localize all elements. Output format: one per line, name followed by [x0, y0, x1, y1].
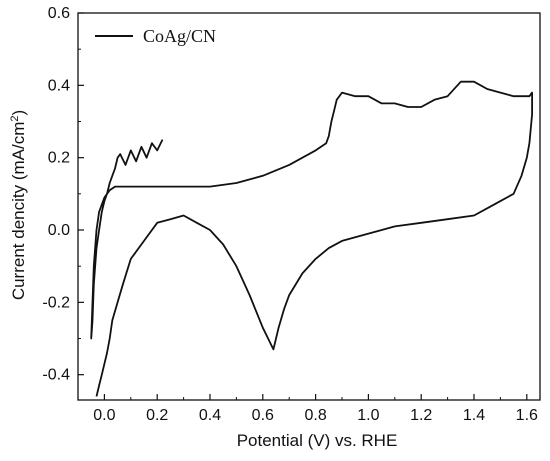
legend: CoAg/CN	[95, 26, 216, 46]
x-tick-label: 0.0	[93, 407, 115, 424]
axes: 0.0 0.2 0.4 0.6 0.8 1.0 1.2 1.4 1.6 -0.4 -0.2 0.0 0.…	[42, 5, 541, 424]
y-tick-label: 0.2	[48, 150, 70, 167]
x-tick-label: 0.6	[252, 407, 274, 424]
series-line-0	[90, 80, 533, 397]
legend-label-coag-cn: CoAg/CN	[143, 26, 216, 46]
y-axis-label-sup: 2	[9, 116, 21, 122]
y-tick-label: -0.2	[42, 294, 70, 311]
plot-frame	[77, 12, 541, 401]
x-tick-label: 1.6	[516, 407, 538, 424]
y-axis-label: Current dencity (mA/cm2)	[9, 110, 28, 300]
x-tick-label: 0.8	[304, 407, 326, 424]
y-axis-label-tail: )	[9, 110, 28, 116]
y-tick-label: 0.6	[48, 5, 70, 22]
x-tick-label: 1.4	[463, 407, 485, 424]
y-tick-label: 0.0	[48, 222, 70, 239]
series-layer	[90, 80, 533, 397]
x-tick-label: 0.4	[199, 407, 221, 424]
y-tick-label: 0.4	[48, 77, 70, 94]
y-axis-label-main: Current dencity (mA/cm	[9, 122, 28, 301]
x-tick-label: 1.0	[357, 407, 379, 424]
x-tick-label: 1.2	[410, 407, 432, 424]
y-tick-label: -0.4	[42, 367, 70, 384]
x-tick-label: 0.2	[146, 407, 168, 424]
x-axis-label: Potential (V) vs. RHE	[237, 431, 398, 450]
